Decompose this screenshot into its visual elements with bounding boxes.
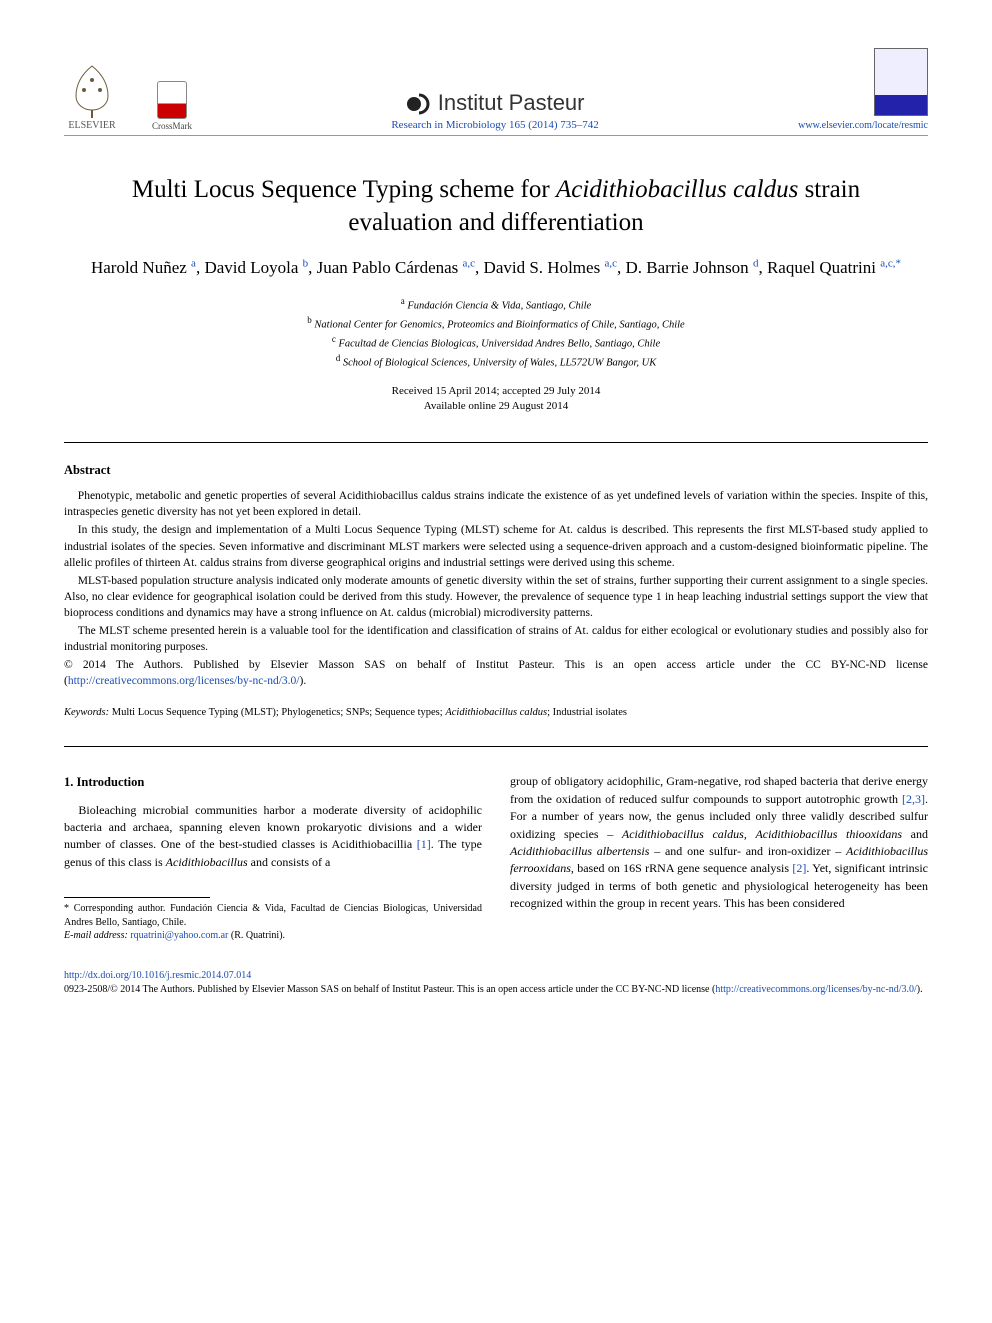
affiliation: d School of Biological Sciences, Univers… <box>64 352 928 371</box>
cc-license-link[interactable]: http://creativecommons.org/licenses/by-n… <box>68 675 300 687</box>
affiliation: b National Center for Genomics, Proteomi… <box>64 314 928 333</box>
pasteur-icon <box>406 91 432 117</box>
title-part-1: Multi Locus Sequence Typing scheme for <box>132 176 556 203</box>
author: Juan Pablo Cárdenas a,c <box>317 258 475 277</box>
author-email-link[interactable]: rquatrini@yahoo.com.ar <box>130 930 228 941</box>
elsevier-tree-icon <box>64 60 120 120</box>
author: D. Barrie Johnson d <box>625 258 758 277</box>
page-footer: http://dx.doi.org/10.1016/j.resmic.2014.… <box>64 969 928 997</box>
institut-pasteur-logo: Institut Pasteur <box>192 90 798 117</box>
journal-header: ELSEVIER CrossMark Institut Pasteur Rese… <box>64 48 928 136</box>
journal-homepage-link[interactable]: www.elsevier.com/locate/resmic <box>798 120 928 131</box>
citation-link[interactable]: [2] <box>792 861 806 875</box>
footnotes: * Corresponding author. Fundación Cienci… <box>64 902 482 943</box>
pasteur-label: Institut Pasteur <box>438 90 585 115</box>
article-dates: Received 15 April 2014; accepted 29 July… <box>64 384 928 415</box>
body-paragraph: group of obligatory acidophilic, Gram-ne… <box>510 773 928 912</box>
footnote-divider <box>64 897 210 898</box>
abstract-heading: Abstract <box>64 463 928 478</box>
keywords-label: Keywords: <box>64 707 109 718</box>
author: David S. Holmes a,c <box>484 258 617 277</box>
email-note: E-mail address: rquatrini@yahoo.com.ar (… <box>64 929 482 943</box>
elsevier-logo: ELSEVIER <box>64 60 120 131</box>
author-list: Harold Nuñez a, David Loyola b, Juan Pab… <box>64 255 928 281</box>
abstract-paragraph: In this study, the design and implementa… <box>64 522 928 570</box>
divider <box>64 442 928 443</box>
cc-license-link[interactable]: http://creativecommons.org/licenses/by-n… <box>715 984 916 995</box>
license-statement: © 2014 The Authors. Published by Elsevie… <box>64 657 928 689</box>
author: Harold Nuñez a <box>91 258 196 277</box>
citation-link[interactable]: [1] <box>417 837 431 851</box>
citation-link[interactable]: [2,3] <box>902 792 925 806</box>
affiliation: c Facultad de Ciencias Biologicas, Unive… <box>64 333 928 352</box>
left-column: 1. Introduction Bioleaching microbial co… <box>64 773 482 942</box>
abstract-paragraph: The MLST scheme presented herein is a va… <box>64 623 928 655</box>
abstract-body: Phenotypic, metabolic and genetic proper… <box>64 488 928 655</box>
crossmark-label: CrossMark <box>152 121 192 131</box>
corresponding-mark: * <box>896 257 902 269</box>
received-accepted: Received 15 April 2014; accepted 29 July… <box>64 384 928 399</box>
author: Raquel Quatrini a,c,* <box>767 258 901 277</box>
section-heading: 1. Introduction <box>64 773 482 791</box>
keywords: Keywords: Multi Locus Sequence Typing (M… <box>64 707 928 718</box>
title-species: Acidithiobacillus caldus <box>556 176 798 203</box>
abstract-paragraph: Phenotypic, metabolic and genetic proper… <box>64 488 928 520</box>
crossmark-icon <box>157 81 187 119</box>
article-title: Multi Locus Sequence Typing scheme for A… <box>84 174 908 239</box>
affiliation: a Fundación Ciencia & Vida, Santiago, Ch… <box>64 295 928 314</box>
body-paragraph: Bioleaching microbial communities harbor… <box>64 802 482 872</box>
divider <box>64 746 928 747</box>
right-column: group of obligatory acidophilic, Gram-ne… <box>510 773 928 942</box>
doi-link[interactable]: http://dx.doi.org/10.1016/j.resmic.2014.… <box>64 970 251 981</box>
journal-reference: Research in Microbiology 165 (2014) 735–… <box>192 119 798 131</box>
available-online: Available online 29 August 2014 <box>64 399 928 414</box>
corresponding-author-note: * Corresponding author. Fundación Cienci… <box>64 902 482 929</box>
copyright-line: 0923-2508/© 2014 The Authors. Published … <box>64 983 928 997</box>
abstract-paragraph: MLST-based population structure analysis… <box>64 573 928 621</box>
crossmark-badge[interactable]: CrossMark <box>152 81 192 131</box>
affiliations: a Fundación Ciencia & Vida, Santiago, Ch… <box>64 295 928 372</box>
journal-cover-thumbnail <box>874 48 928 116</box>
author: David Loyola b <box>204 258 308 277</box>
elsevier-label: ELSEVIER <box>68 120 115 131</box>
